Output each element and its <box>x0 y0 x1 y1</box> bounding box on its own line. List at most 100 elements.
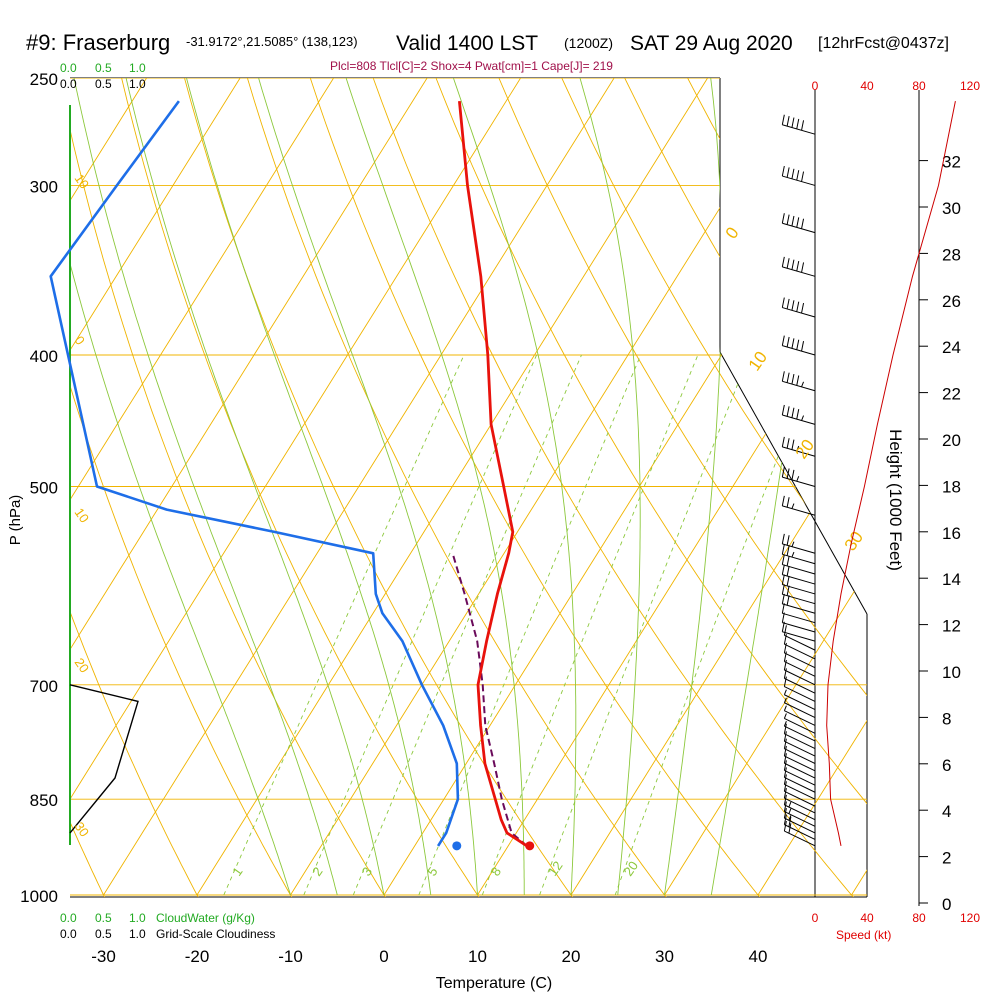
dewpoint-trace <box>49 100 460 847</box>
wind-barb-feather <box>781 593 785 604</box>
wind-barb-feather <box>786 116 790 127</box>
pressure-tick-label: 1000 <box>20 887 58 906</box>
wind-barb-feather <box>796 217 800 228</box>
wind-barb-feather <box>788 815 792 821</box>
height-axis-title: Height (1000 Feet) <box>886 429 905 571</box>
moist-adiabat-line <box>345 78 525 896</box>
wind-barb-feather <box>786 438 790 449</box>
x-axis-title: Temperature (C) <box>436 975 552 992</box>
wind-barb-feather <box>786 575 790 587</box>
speed-scale-bottom-0: 0 <box>812 911 819 925</box>
wind-barb-shaft <box>782 612 816 624</box>
cloudwater-scale-bottom-2: 1.0 <box>129 911 146 925</box>
wind-barb-feather <box>796 409 800 420</box>
dry-adiabat-line <box>861 78 867 897</box>
stability-indices: Plcl=808 Tlcl[C]=2 Shox=4 Pwat[cm]=1 Cap… <box>330 59 613 73</box>
station-coords: -31.9172°,21.5085° (138,123) <box>186 34 358 49</box>
wind-barb-feather <box>781 436 785 447</box>
wind-barb-feather <box>783 731 787 742</box>
wind-barb-shaft <box>782 476 816 487</box>
wind-barb-feather <box>781 554 785 565</box>
pressure-tick-label: 500 <box>30 479 58 498</box>
wind-barb-feather <box>788 801 792 808</box>
wind-barb-feather <box>786 565 790 577</box>
moist-adiabat-line <box>452 78 577 896</box>
height-tick-label: 22 <box>942 385 961 404</box>
wind-barb-feather <box>783 801 787 812</box>
temperature-trace <box>458 100 528 848</box>
wind-barb-feather <box>796 339 800 350</box>
wind-barb-feather <box>783 659 787 671</box>
cloudiness-scale-top-0: 0.0 <box>60 77 77 91</box>
dry-adiabat-label: 30 <box>72 819 93 839</box>
wind-barb-shaft <box>782 446 816 457</box>
wind-barb-feather <box>783 774 787 785</box>
wind-barb-shaft <box>784 769 816 786</box>
wind-barb-shaft <box>784 718 816 734</box>
wind-barb-feather <box>791 259 795 270</box>
moist-adiabat-line <box>125 78 385 896</box>
isotherm-label: 10 <box>745 348 771 374</box>
wind-barb-feather <box>791 338 795 349</box>
valid-zulu: (1200Z) <box>564 35 613 51</box>
wind-barb-feather <box>781 603 785 614</box>
wind-barb-feather <box>783 723 787 734</box>
wind-barb-shaft <box>782 553 816 565</box>
cloudwater-scale-top-2: 1.0 <box>129 61 146 75</box>
isotherm-label: 20 <box>792 436 818 462</box>
wind-barb-feather <box>786 214 790 225</box>
wind-barb-shaft <box>782 266 816 277</box>
isotherm-line <box>570 78 867 896</box>
wind-barb-feather <box>781 114 785 125</box>
mixing-ratio-label: 12 <box>545 858 566 878</box>
y-axis-title: P (hPa) <box>7 495 24 546</box>
wind-barb-shaft <box>784 661 816 677</box>
dry-adiabat-label: 10 <box>72 505 93 525</box>
moist-adiabat-line <box>186 78 432 896</box>
dry-adiabat-line <box>239 78 687 897</box>
mixing-ratio-label: 20 <box>621 858 642 878</box>
dry-adiabat-line <box>70 78 213 897</box>
dry-adiabat-line <box>924 54 1000 924</box>
surface-temperature-marker <box>525 841 535 851</box>
wind-barb-feather <box>786 258 790 269</box>
cloudiness-scale-bottom-2: 1.0 <box>129 927 146 941</box>
speed-scale-top-3: 120 <box>960 79 980 93</box>
wind-barb-feather <box>786 468 790 479</box>
wind-barb-feather <box>791 439 795 450</box>
height-tick-label: 2 <box>942 849 951 868</box>
pressure-tick-label: 250 <box>30 70 58 89</box>
wind-barb-feather <box>786 535 790 546</box>
height-tick-label: 14 <box>942 570 961 589</box>
wind-barb-shaft <box>784 824 816 840</box>
speed-scale-top-0: 0 <box>812 79 819 93</box>
temperature-tick-label: -20 <box>185 947 210 966</box>
wind-speed-line <box>826 101 956 846</box>
wind-barb-feather <box>783 820 787 832</box>
wind-speed-profile <box>826 101 956 846</box>
isotherm-line <box>70 78 521 896</box>
speed-scale-bottom-3: 120 <box>960 911 980 925</box>
isotherm-line <box>70 78 428 896</box>
dry-adiabat-line <box>986 54 1000 924</box>
wind-barb-feather <box>783 753 787 764</box>
wind-barb-feather <box>786 585 790 596</box>
wind-barb-shaft <box>784 643 816 660</box>
wind-barb-shaft <box>784 702 816 718</box>
wind-barb-shaft <box>782 574 816 585</box>
wind-barb-feather <box>796 118 800 130</box>
height-tick-label: 26 <box>942 292 961 311</box>
isotherm-line <box>70 78 241 896</box>
wind-barb-shaft <box>784 777 816 793</box>
wind-barb-feather <box>796 260 800 272</box>
wind-barb-feather <box>801 381 805 388</box>
wind-barb-shaft <box>784 783 816 800</box>
pressure-tick-label: 300 <box>30 177 58 196</box>
wind-barb-feather <box>791 551 795 558</box>
wind-barb-feather <box>796 170 800 181</box>
temperature-tick-label: 10 <box>468 947 487 966</box>
wind-barb-feather <box>781 371 785 382</box>
wind-barb-shaft <box>782 543 816 554</box>
wind-barb-feather <box>786 595 790 606</box>
wind-barb-feather <box>791 373 795 385</box>
